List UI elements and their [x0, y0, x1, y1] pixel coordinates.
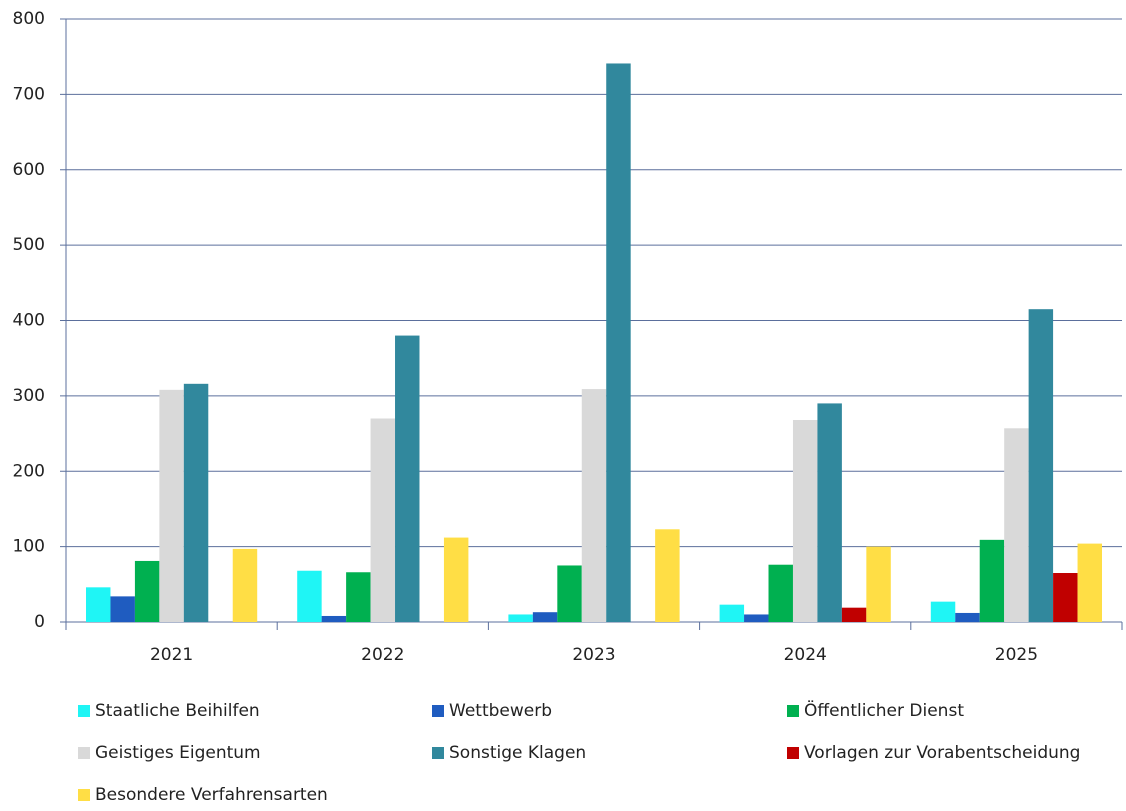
bar — [86, 587, 111, 622]
legend-label: Öffentlicher Dienst — [804, 699, 964, 721]
legend-label: Wettbewerb — [449, 701, 552, 721]
bar — [159, 389, 184, 622]
x-tick-label: 2024 — [784, 645, 827, 665]
bar — [744, 614, 769, 622]
bar — [792, 419, 818, 622]
bar — [557, 565, 582, 622]
bar — [297, 570, 322, 622]
bar — [395, 335, 420, 622]
y-tick-label: 300 — [13, 386, 45, 406]
bar — [110, 596, 135, 622]
legend-label: Vorlagen zur Vorabentscheidung — [804, 743, 1080, 763]
x-tick-label: 2023 — [572, 645, 615, 665]
bar — [443, 537, 469, 622]
bar — [768, 564, 793, 622]
bar — [321, 615, 347, 622]
legend-swatch — [787, 705, 799, 717]
bar — [817, 403, 842, 622]
y-tick-label: 200 — [13, 461, 45, 481]
y-tick-label: 700 — [13, 84, 45, 104]
bar — [370, 418, 396, 622]
bar — [719, 604, 745, 622]
legend-swatch — [432, 747, 444, 759]
y-tick-label: 800 — [13, 9, 45, 29]
y-tick-label: 400 — [13, 311, 45, 331]
y-tick-label: 600 — [13, 160, 45, 180]
x-tick-label: 2021 — [150, 645, 193, 665]
legend-label: Geistiges Eigentum — [95, 743, 261, 763]
bar — [655, 529, 680, 622]
legend-label: Besondere Verfahrensarten — [95, 785, 328, 805]
x-tick-label: 2025 — [995, 645, 1038, 665]
legend-label: Sonstige Klagen — [449, 743, 586, 763]
bar — [1004, 428, 1029, 622]
bar — [930, 601, 956, 622]
y-tick-label: 0 — [34, 612, 45, 632]
bar — [866, 546, 891, 622]
bar — [1053, 573, 1078, 622]
bar — [532, 612, 558, 622]
bar — [1028, 309, 1054, 622]
bar — [1077, 543, 1102, 622]
legend-swatch — [78, 705, 90, 717]
bar — [183, 383, 209, 622]
bar — [841, 607, 867, 622]
legend-swatch — [787, 747, 799, 759]
bar — [508, 614, 533, 622]
legend-label: Staatliche Beihilfen — [95, 701, 260, 721]
y-tick-label: 100 — [13, 537, 45, 557]
x-tick-label: 2022 — [361, 645, 404, 665]
bar — [581, 389, 607, 622]
bar — [134, 560, 160, 622]
y-tick-label: 500 — [13, 235, 45, 255]
bar — [955, 612, 980, 622]
legend-swatch — [432, 705, 444, 717]
bar — [232, 548, 258, 622]
bar — [979, 539, 1005, 622]
legend-swatch — [78, 747, 90, 759]
bar — [346, 572, 371, 622]
legend-swatch — [78, 789, 90, 801]
bar — [606, 63, 631, 622]
